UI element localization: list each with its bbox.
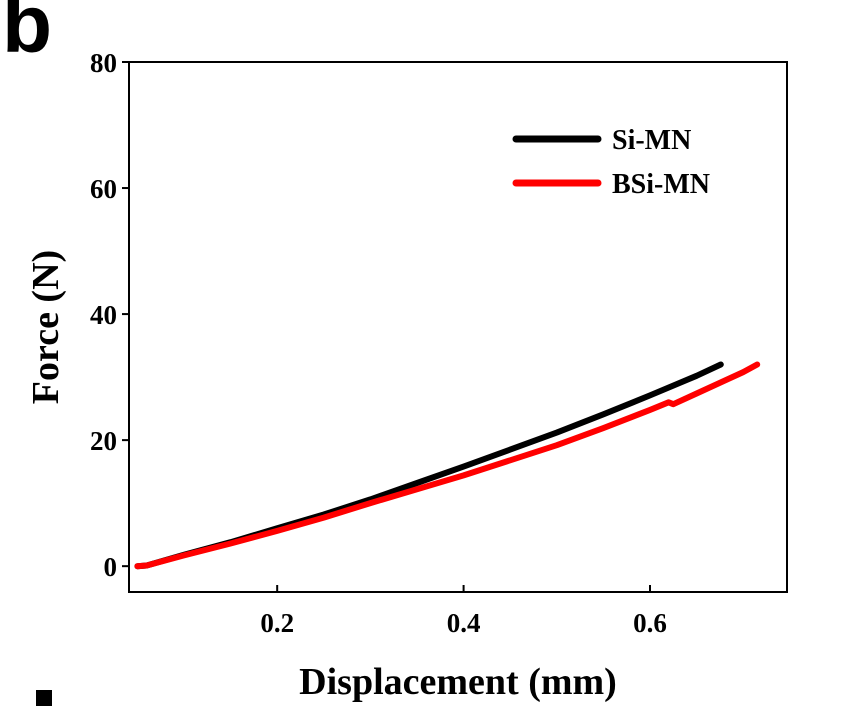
y-tick-label: 40 [90, 300, 117, 330]
series-layer [134, 361, 761, 570]
y-axis-title: Force (N) [25, 250, 67, 404]
ticks-layer: 0.2 0.4 0.6 0 20 40 60 80 [90, 48, 667, 638]
x-tick-label: 0.4 [447, 608, 481, 638]
y-tick-label: 80 [90, 48, 117, 78]
x-axis-title: Displacement (mm) [299, 661, 617, 703]
y-tick-label: 60 [90, 174, 117, 204]
next-panel-label-fragment [36, 690, 52, 706]
x-tick-label: 0.6 [633, 608, 667, 638]
y-tick-label: 0 [104, 552, 118, 582]
series-line-si-mn [134, 361, 724, 570]
legend-label-bsi-mn: BSi-MN [612, 169, 710, 200]
series-line-bsi-mn [134, 361, 761, 570]
y-tick-label: 20 [90, 426, 117, 456]
plot-frame [128, 61, 788, 593]
legend-label-si-mn: Si-MN [612, 125, 691, 156]
x-tick-label: 0.2 [260, 608, 294, 638]
legend: Si-MN BSi-MN [512, 125, 710, 200]
panel-label: b [2, 0, 53, 70]
